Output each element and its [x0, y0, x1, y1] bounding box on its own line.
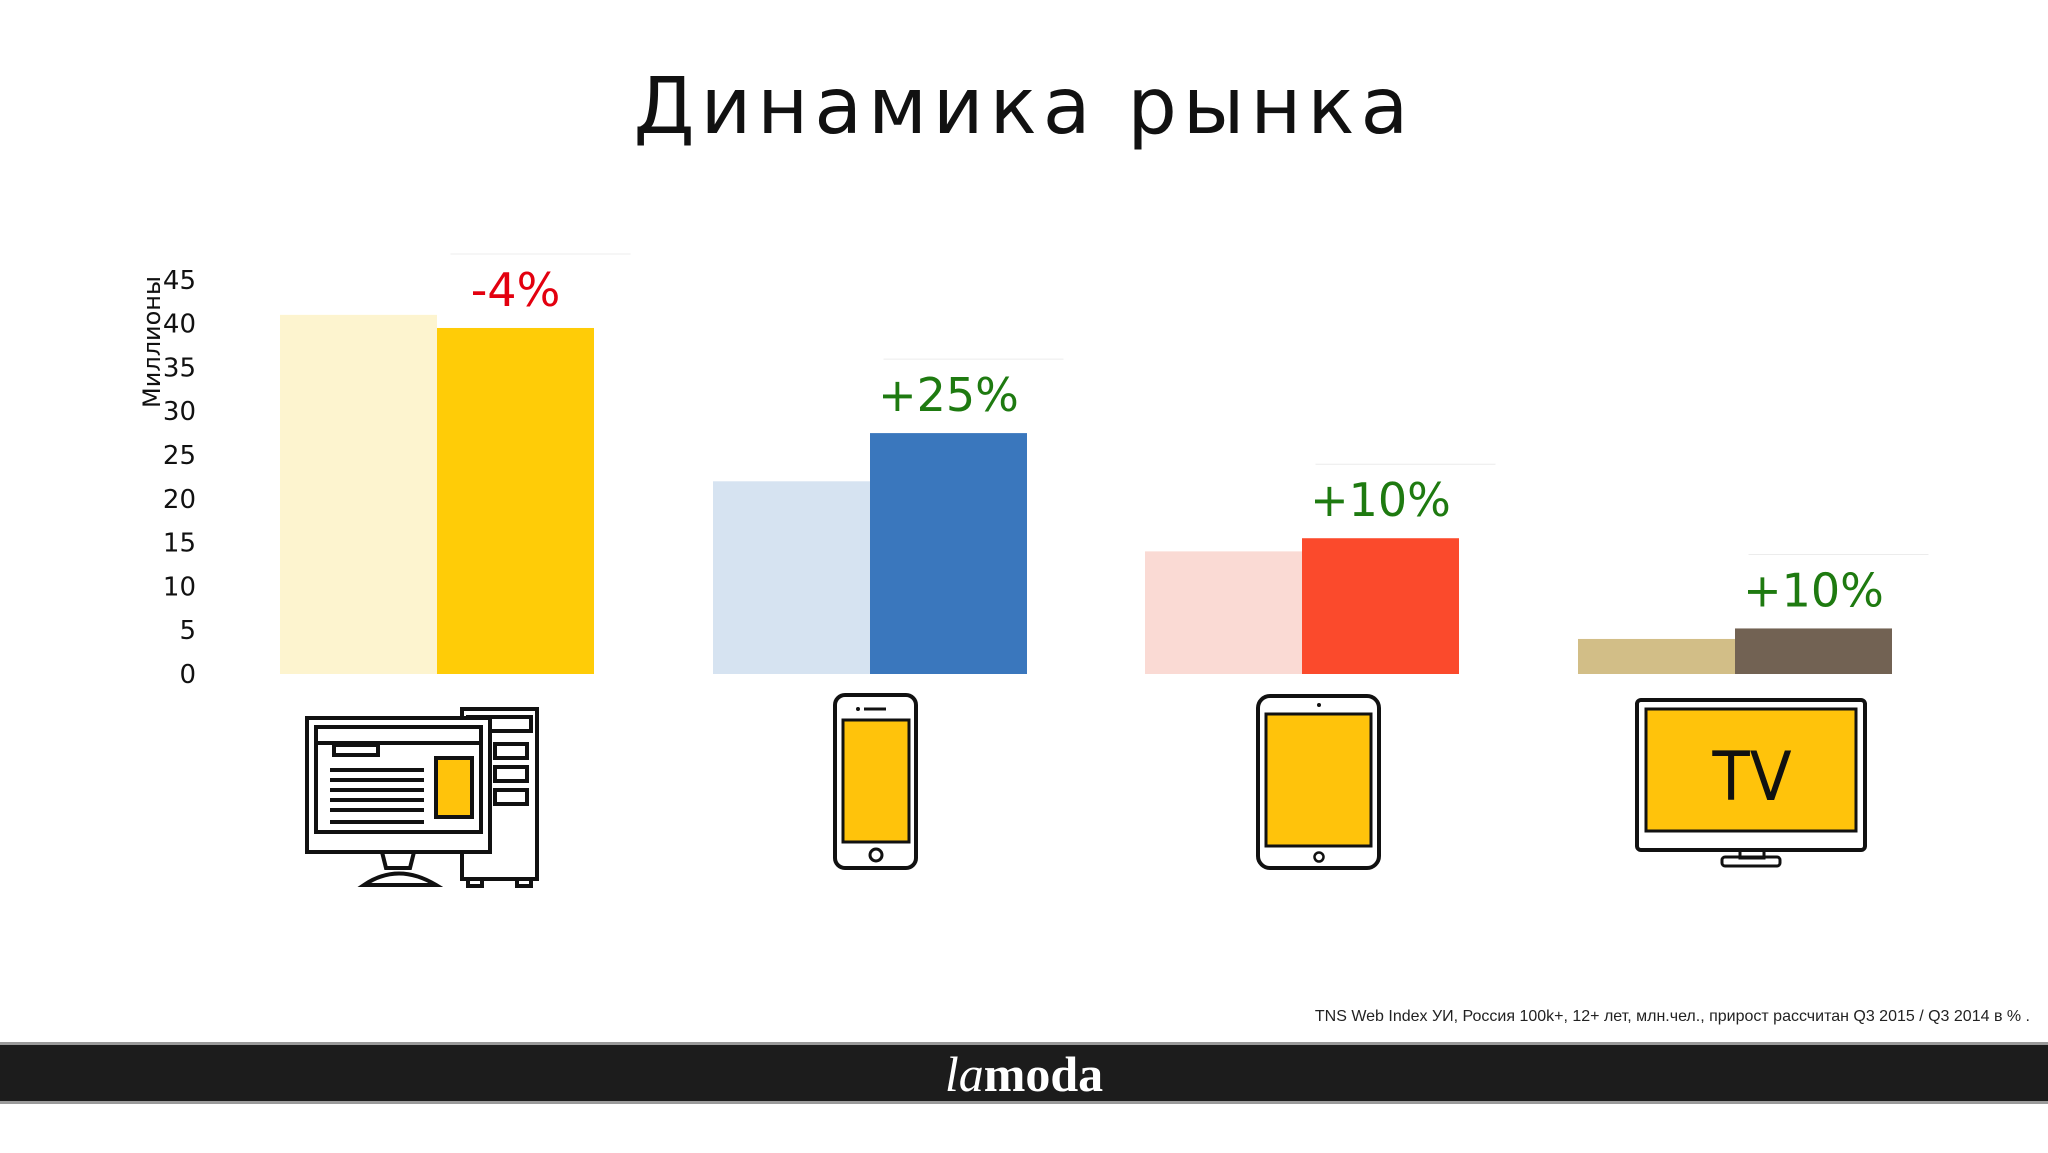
desktop-computer-icon [305, 707, 539, 888]
logo-part-moda: moda [983, 1046, 1104, 1102]
growth-label-2: +25% [878, 368, 1019, 422]
y-tick-label: 5 [179, 616, 196, 646]
footer-bar: lamoda [0, 1042, 2048, 1104]
y-tick-label: 30 [163, 397, 196, 427]
y-tick-label: 20 [163, 485, 196, 515]
y-tick-label: 0 [179, 660, 196, 690]
y-axis-label: Миллионы [138, 276, 166, 408]
y-tick-label: 15 [163, 529, 196, 559]
bar-q3-2015-2 [870, 433, 1027, 674]
growth-label-4: +10% [1743, 563, 1884, 617]
slide-title: Динамика рынка [633, 62, 1415, 152]
smartphone-icon [833, 693, 918, 870]
growth-label-3: +10% [1310, 473, 1451, 527]
bar-q3-2015-3 [1302, 538, 1459, 674]
bar-q3-2014-1 [280, 314, 437, 674]
y-tick-label: 35 [163, 353, 196, 383]
y-tick-label: 40 [163, 310, 196, 340]
growth-label-1: -4% [471, 263, 561, 317]
tv-icon-label: TV [1711, 738, 1791, 817]
bar-q3-2014-3 [1145, 551, 1302, 674]
bar-q3-2014-2 [713, 481, 870, 674]
y-tick-label: 25 [163, 441, 196, 471]
y-tick-label: 45 [163, 266, 196, 296]
source-footnote: TNS Web Index УИ, Россия 100k+, 12+ лет,… [1314, 1008, 2030, 1025]
tablet-icon [1256, 694, 1381, 870]
bars-group [280, 314, 1892, 674]
tv-icon: TV [1635, 698, 1867, 868]
bar-q3-2014-4 [1578, 638, 1735, 674]
lamoda-logo: lamoda [0, 1049, 2048, 1099]
growth-labels: -4% +25% +10% +10% [450, 253, 1929, 617]
logo-part-la: la [944, 1046, 984, 1102]
y-tick-label: 10 [163, 572, 196, 602]
bar-q3-2015-1 [437, 327, 594, 674]
bar-q3-2015-4 [1735, 628, 1892, 674]
